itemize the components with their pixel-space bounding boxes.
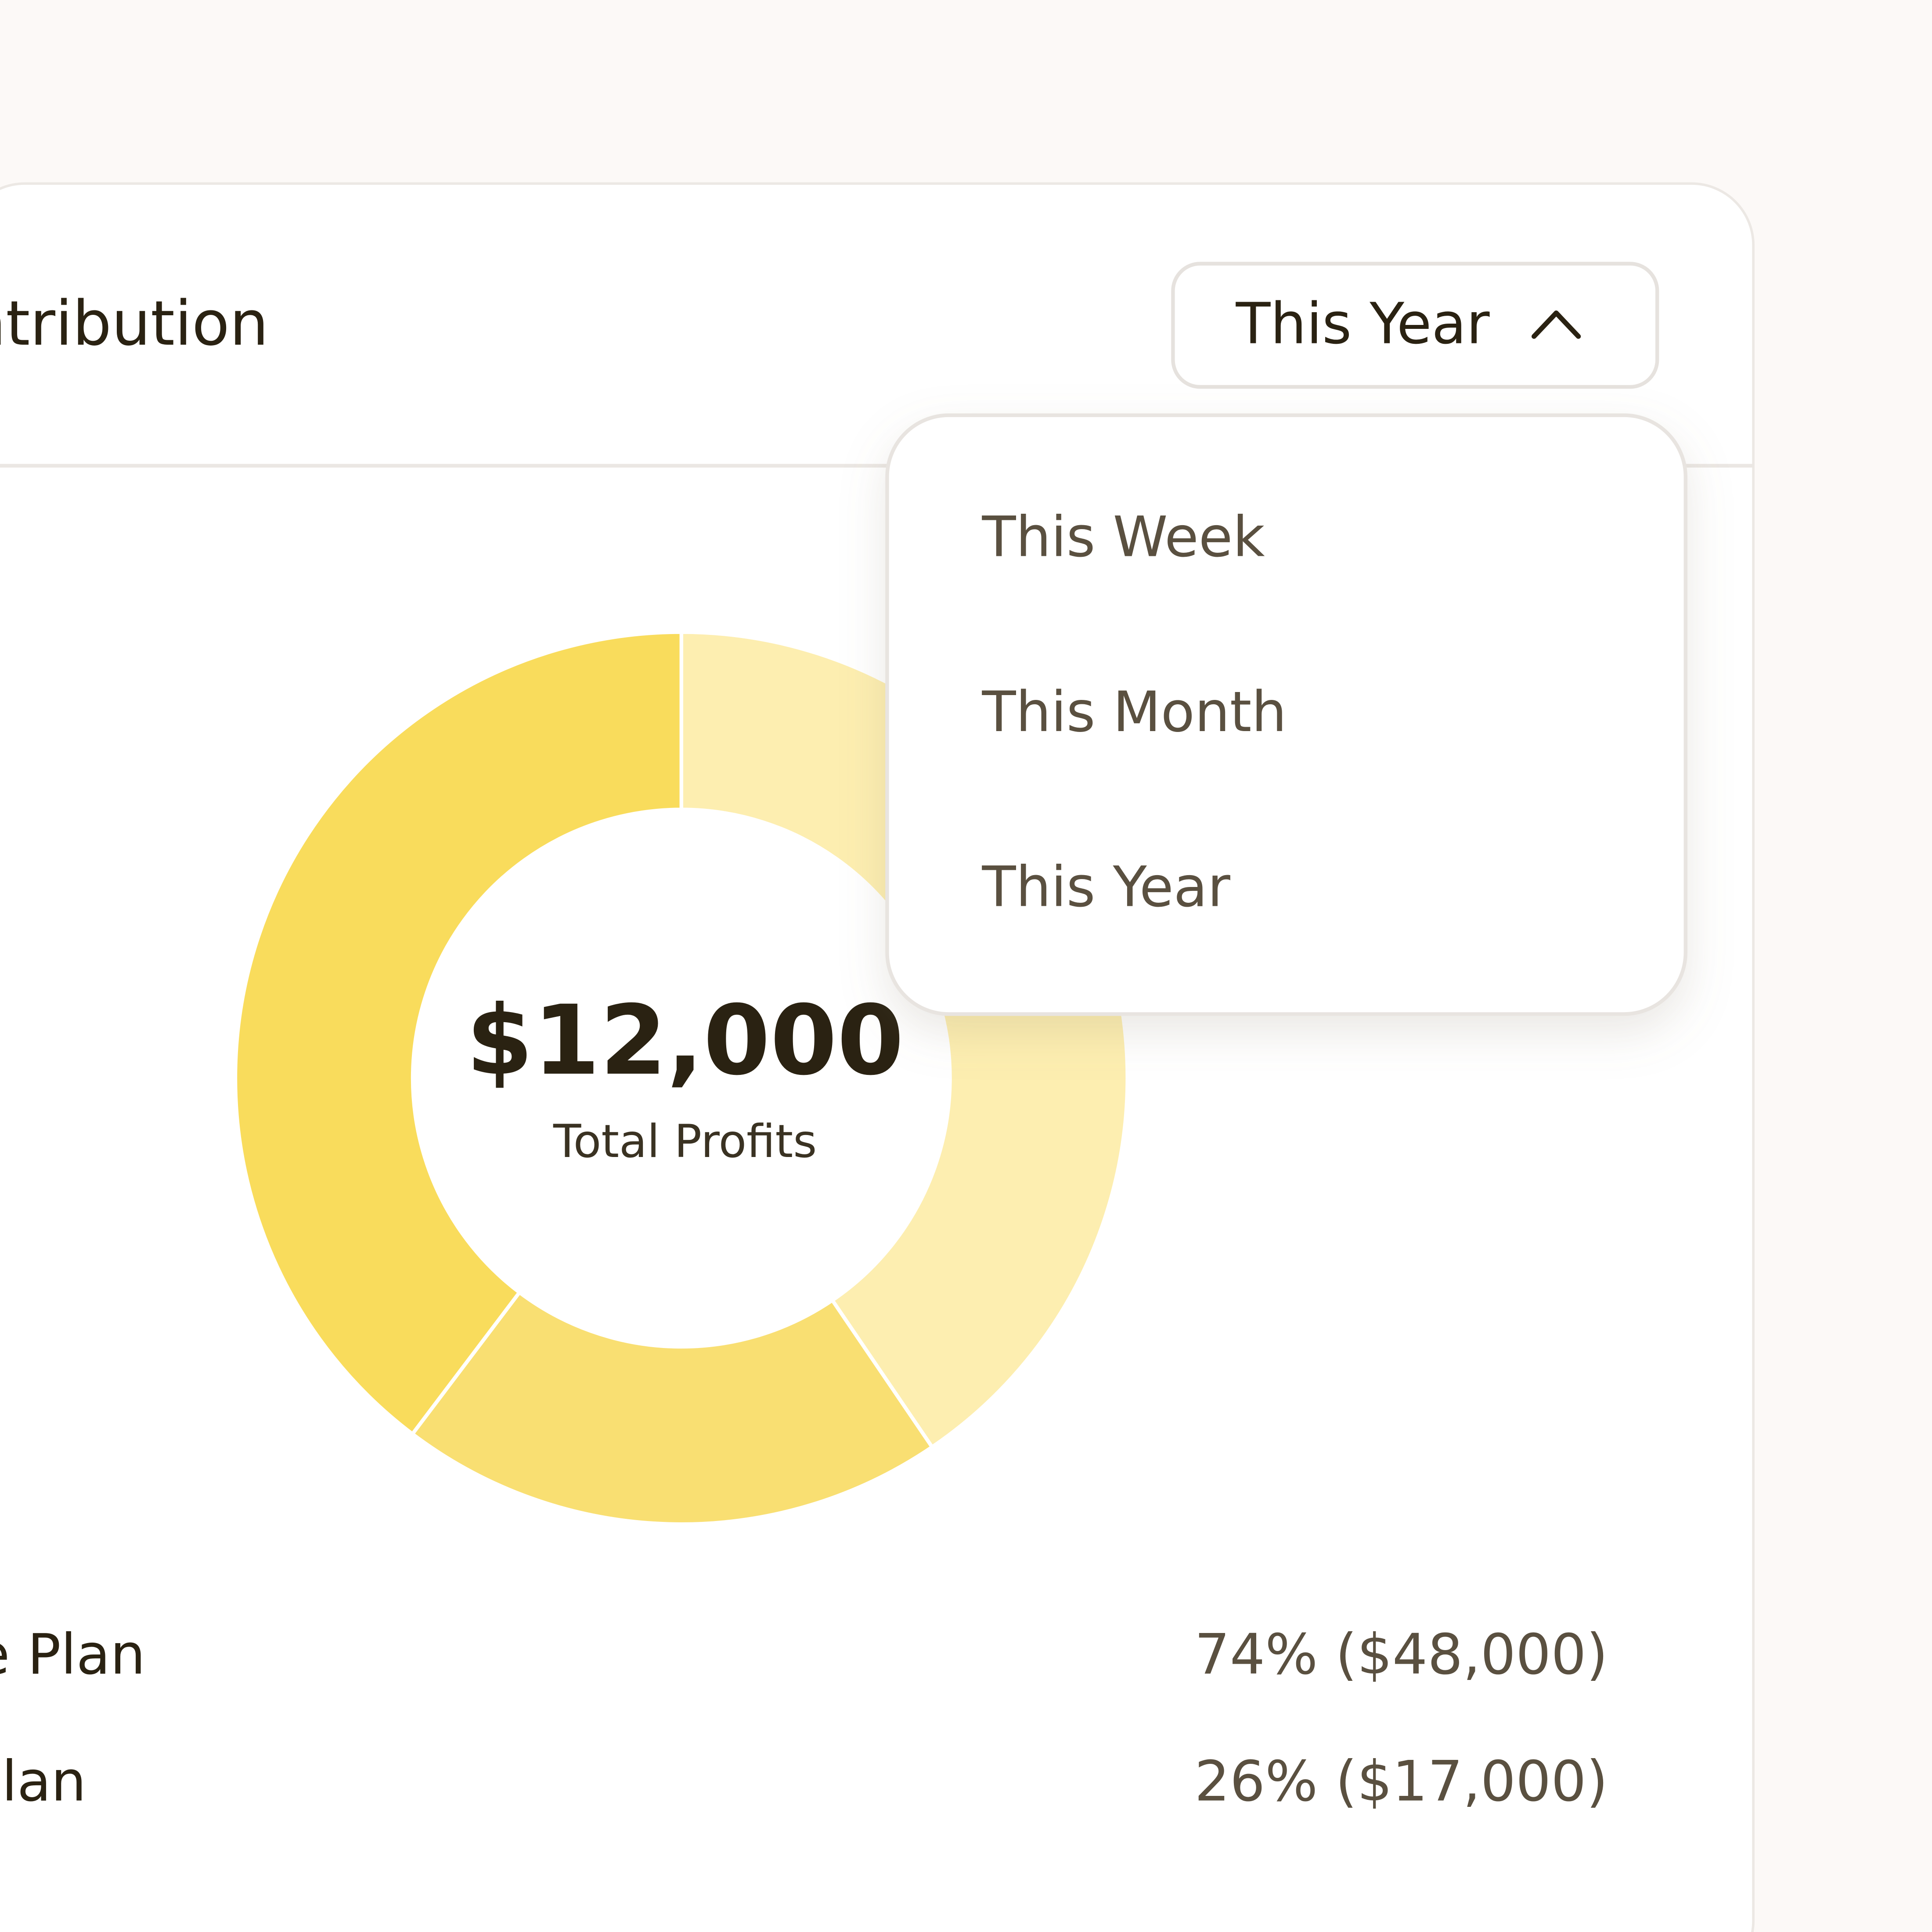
dropdown-menu: [885, 413, 1687, 1016]
legend-value: 26% ($17,000): [1195, 1749, 1608, 1814]
legend-label: e Plan: [0, 1622, 145, 1687]
donut-segment: [410, 1290, 935, 1526]
chevron-up[interactable]: [1532, 310, 1581, 339]
legend-value: 74% ($48,000): [1195, 1622, 1608, 1687]
card-title: ntribution: [0, 288, 269, 360]
dropdown-option[interactable]: This Week: [981, 505, 1265, 570]
center-value: $12,000: [466, 984, 904, 1096]
dropdown-button[interactable]: This Year: [1171, 262, 1659, 389]
center-label: Total Profits: [553, 1115, 817, 1168]
dropdown-selected[interactable]: This Year: [1236, 291, 1490, 357]
legend-label: Plan: [0, 1749, 86, 1814]
dropdown-box[interactable]: [1171, 262, 1659, 389]
dropdown-option[interactable]: This Year: [981, 854, 1230, 919]
dropdown-option[interactable]: This Month: [981, 680, 1287, 744]
donut-segment: [233, 630, 683, 1437]
